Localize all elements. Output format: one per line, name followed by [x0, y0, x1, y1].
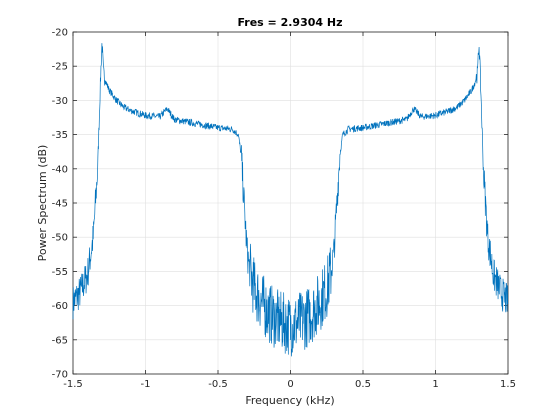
y-tick-label: -40 [52, 164, 68, 175]
y-tick-label: -35 [52, 130, 68, 141]
y-tick-label: -25 [52, 62, 68, 73]
axis-ticks: -1.5 -1 -0.5 0 0.5 1 1.5 -70 -65 -60 -55 -50 -45 -40 -… [52, 28, 516, 391]
x-tick-label: -0.5 [208, 379, 228, 390]
y-axis-label: Power Spectrum (dB) [36, 145, 49, 262]
x-tick-label: -1 [141, 379, 151, 390]
y-tick-label: -60 [52, 301, 68, 312]
x-tick-label: 0 [287, 379, 293, 390]
x-tick-label: -1.5 [63, 379, 83, 390]
series-layer [72, 43, 509, 357]
y-tick-label: -30 [52, 96, 68, 107]
y-tick-label: -65 [52, 335, 68, 346]
y-tick-label: -55 [52, 267, 68, 278]
x-tick-label: 0.5 [355, 379, 371, 390]
y-tick-label: -50 [52, 233, 68, 244]
x-tick-label: 1.5 [500, 379, 516, 390]
y-tick-label: -70 [52, 370, 68, 381]
chart-title: Fres = 2.9304 Hz [237, 16, 342, 29]
x-tick-label: 1 [432, 379, 438, 390]
spectrum-trace [72, 43, 509, 357]
x-axis-label: Frequency (kHz) [245, 394, 334, 407]
y-tick-label: -45 [52, 199, 68, 210]
y-tick-label: -20 [52, 28, 68, 39]
